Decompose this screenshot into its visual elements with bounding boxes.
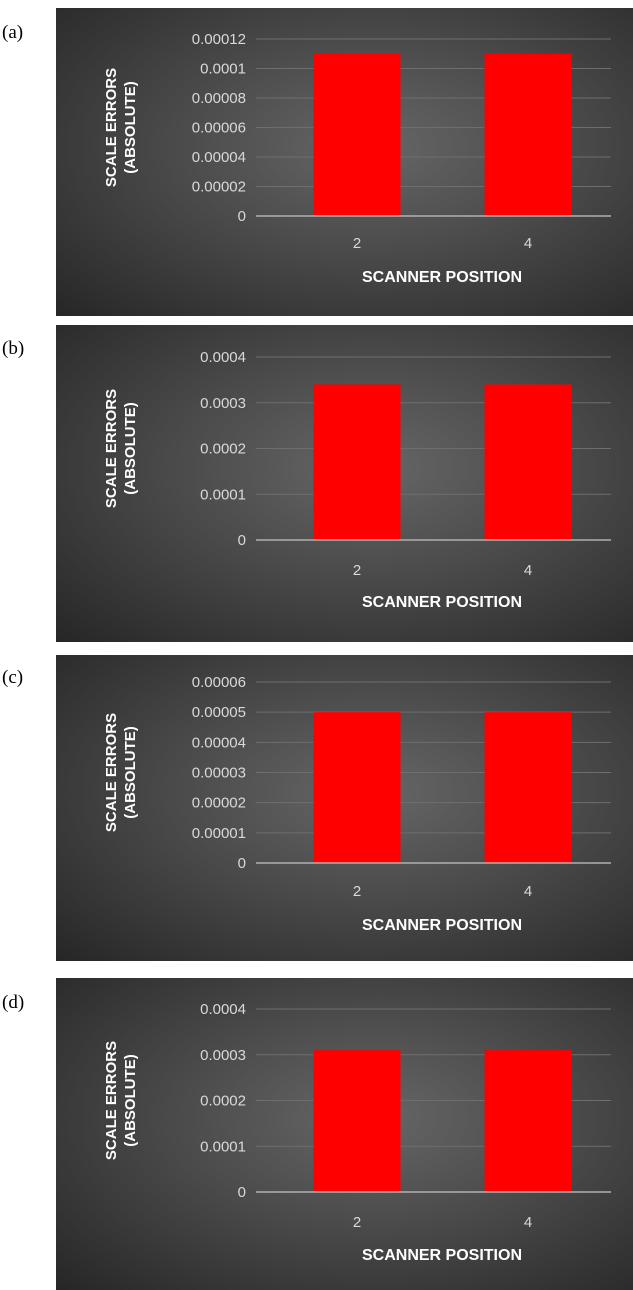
y-tick-label: 0.00002 <box>192 795 246 812</box>
y-tick-label: 0.00012 <box>192 31 246 48</box>
bar-chart-a: 0 0.00002 0.00004 0.00006 0.00008 0.0001 0.000… <box>103 31 611 286</box>
bar-chart-c: 0 0.00001 0.00002 0.00003 0.00004 0.00005 0.00… <box>103 674 611 934</box>
x-tick-label: 4 <box>524 562 532 579</box>
x-tick-label: 4 <box>524 883 532 900</box>
y-tick-label: 0.00004 <box>192 734 246 751</box>
x-tick-label: 4 <box>524 235 532 252</box>
chart-panel-c: 0 0.00001 0.00002 0.00003 0.00004 0.00005 0.00… <box>56 655 633 961</box>
y-tick-label: 0 <box>238 855 246 872</box>
y-axis-title: SCALE ERRORS (ABSOLUTE) <box>103 389 139 508</box>
x-tick-label: 2 <box>353 1214 361 1231</box>
y-tick-label: 0.00004 <box>192 149 246 166</box>
panel-label-d: (d) <box>2 992 25 1013</box>
y-tick-label: 0.00003 <box>192 765 246 782</box>
x-tick-label: 2 <box>353 562 361 579</box>
bar-position-2 <box>313 1050 401 1192</box>
y-tick-label: 0.00005 <box>192 704 246 721</box>
y-tick-label: 0.0001 <box>200 1138 246 1155</box>
bar-position-2 <box>313 53 401 216</box>
y-tick-label: 0.00008 <box>192 90 246 107</box>
panel-label-c: (c) <box>2 667 24 688</box>
y-tick-label: 0.00006 <box>192 120 246 137</box>
y-tick-label: 0.00001 <box>192 825 246 842</box>
bar-position-4 <box>484 53 572 216</box>
y-tick-label: 0.0001 <box>200 486 246 503</box>
y-tick-label: 0.0003 <box>200 1047 246 1064</box>
chart-panel-b: 0 0.0001 0.0002 0.0003 0.0004 2 4 SCANNER POSIT… <box>56 325 633 642</box>
y-tick-label: 0 <box>238 208 246 225</box>
y-axis-title: SCALE ERRORS (ABSOLUTE) <box>103 713 139 832</box>
y-tick-label: 0.0002 <box>200 441 246 458</box>
bar-position-4 <box>484 712 572 863</box>
y-axis-title: SCALE ERRORS (ABSOLUTE) <box>103 68 139 187</box>
y-tick-label: 0.00002 <box>192 179 246 196</box>
x-axis-title: SCANNER POSITION <box>362 917 522 934</box>
x-tick-label: 2 <box>353 883 361 900</box>
chart-panel-d: 0 0.0001 0.0002 0.0003 0.0004 2 4 SCANNER POSIT… <box>56 978 633 1290</box>
bar-position-2 <box>313 712 401 863</box>
y-tick-label: 0.0003 <box>200 395 246 412</box>
y-tick-label: 0.0002 <box>200 1093 246 1110</box>
y-tick-label: 0.0004 <box>200 349 246 366</box>
y-tick-label: 0.0004 <box>200 1001 246 1018</box>
y-tick-label: 0.00006 <box>192 674 246 691</box>
panel-label-a: (a) <box>2 22 24 43</box>
x-tick-label: 2 <box>353 235 361 252</box>
x-tick-label: 4 <box>524 1214 532 1231</box>
y-axis-title: SCALE ERRORS (ABSOLUTE) <box>103 1041 139 1160</box>
y-tick-label: 0 <box>238 532 246 549</box>
bar-position-2 <box>313 384 401 540</box>
chart-panel-a: 0 0.00002 0.00004 0.00006 0.00008 0.0001 0.000… <box>56 8 633 316</box>
panel-label-b: (b) <box>2 338 25 359</box>
y-tick-label: 0 <box>238 1184 246 1201</box>
x-axis-title: SCANNER POSITION <box>362 1247 522 1264</box>
bar-position-4 <box>484 384 572 540</box>
x-axis-title: SCANNER POSITION <box>362 269 522 286</box>
y-tick-label: 0.0001 <box>200 61 246 78</box>
x-axis-title: SCANNER POSITION <box>362 594 522 611</box>
bar-position-4 <box>484 1050 572 1192</box>
